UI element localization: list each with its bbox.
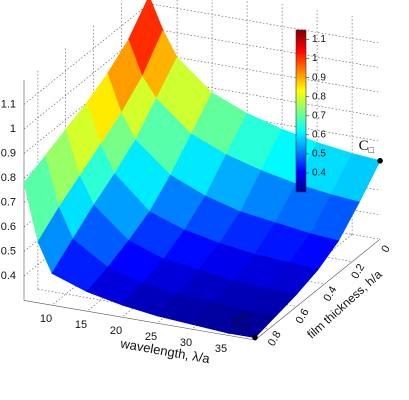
- x-axis: [23, 300, 256, 341]
- colorbar-tick-label: 0.5: [312, 149, 326, 160]
- colorbar-tick-label: 0.4: [312, 168, 326, 179]
- z-tick-label: 0.6: [1, 221, 16, 233]
- annotation-text: C: [359, 138, 369, 154]
- grid-line: [37, 288, 269, 330]
- corner-point: [252, 334, 258, 341]
- x-tick-label: 30: [180, 337, 192, 349]
- colorbar-tick-label: 1: [312, 53, 318, 64]
- z-tick-label: 0.9: [1, 147, 16, 159]
- grid-line: [149, 27, 381, 68]
- annotation-subscript: □: [369, 145, 375, 155]
- grid-line: [23, 3, 150, 105]
- annotation-subscript: □: [244, 322, 250, 332]
- annotation-text: C: [234, 315, 244, 331]
- x-tick-label: 20: [110, 325, 122, 337]
- surface: [23, 0, 381, 339]
- x-tick-label: 25: [145, 331, 157, 343]
- corner-point: [377, 158, 383, 164]
- z-tick-label: 1.1: [1, 98, 16, 110]
- colorbar-tick-label: 0.6: [312, 129, 326, 140]
- grid-line: [51, 204, 178, 306]
- annotation: C□∞: [234, 311, 250, 332]
- x-axis-label: wavelength, λ/a: [118, 336, 211, 367]
- colorbar-tick-label: 0.9: [312, 72, 326, 83]
- colorbar-tick-label: 0.7: [312, 110, 326, 121]
- colorbar-tick-label: 0.8: [312, 91, 326, 102]
- grid-line: [149, 52, 381, 93]
- annotation-superscript: ∞: [241, 311, 248, 322]
- colorbar-tick-label: 1.1: [312, 34, 326, 45]
- grid-line: [149, 3, 381, 44]
- y-axis-label: film thickness, h/a: [304, 267, 384, 341]
- annotation: C□: [359, 138, 375, 155]
- z-tick-label: 0.5: [1, 245, 16, 257]
- y-tick-label: 0.8: [266, 329, 284, 348]
- colorbar: [295, 29, 307, 193]
- x-tick-label: 35: [215, 343, 227, 355]
- z-tick-label: 0.8: [1, 172, 16, 184]
- z-tick-label: 1: [10, 123, 16, 135]
- z-tick-label: 0.4: [1, 270, 16, 282]
- x-tick-label: 15: [75, 319, 87, 331]
- z-tick-label: 0.7: [1, 196, 16, 208]
- y-tick-label: 0: [379, 244, 392, 255]
- y-tick-label: 0.6: [294, 307, 312, 326]
- x-tick-label: 10: [40, 313, 52, 325]
- y-axis: [254, 238, 381, 341]
